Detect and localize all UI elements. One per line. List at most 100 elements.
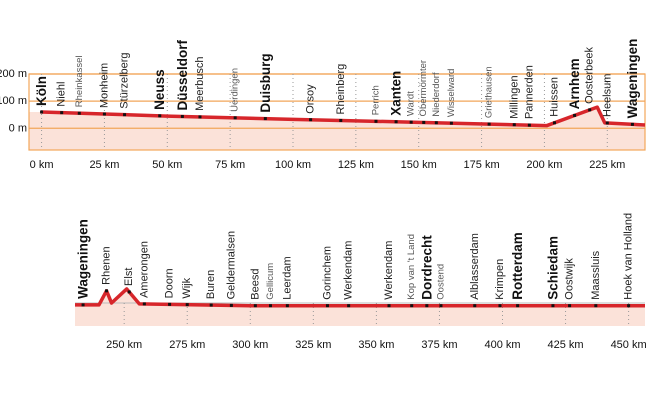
place-dot (605, 121, 609, 125)
place-dot (512, 123, 516, 127)
place-dot (422, 120, 426, 124)
place-label: Griethausen (484, 66, 495, 118)
place-label: Buren (205, 270, 217, 299)
place-dot (198, 115, 202, 119)
place-label: Orsoy (305, 84, 317, 114)
place-label: Werkendam (343, 241, 355, 300)
x-tick-label: 175 km (464, 159, 500, 171)
x-tick-label: 450 km (611, 339, 647, 351)
place-label: Niederdorf (431, 72, 442, 117)
place-dot (449, 121, 453, 125)
place-dot (77, 111, 81, 115)
place-label: Hoek van Holland (623, 213, 635, 300)
x-tick-label: 275 km (169, 339, 205, 351)
place-label: Xanten (389, 71, 404, 116)
place-label: Doorn (164, 268, 176, 298)
place-dot (40, 110, 44, 114)
place-dot (158, 114, 162, 118)
place-label: Stürzelberg (119, 52, 131, 108)
place-label: Heelsum (601, 74, 613, 117)
place-label: Arnhem (567, 58, 582, 109)
place-dot (551, 304, 555, 308)
place-label: Gellicum (265, 263, 276, 300)
place-dot (487, 122, 491, 126)
place-dot (630, 122, 634, 126)
place-dot (410, 304, 414, 308)
place-dot (594, 304, 598, 308)
place-dot (387, 304, 391, 308)
place-label: Maassluis (590, 250, 602, 299)
place-dot (394, 120, 398, 124)
place-dot (309, 118, 313, 122)
place-dot (527, 123, 531, 127)
place-dot (552, 121, 556, 125)
x-tick-label: 250 km (106, 339, 142, 351)
x-tick-label: 375 km (421, 339, 457, 351)
place-label: Monheim (98, 63, 110, 108)
place-dot (142, 302, 146, 306)
place-label: Elst (123, 268, 135, 286)
place-dot (127, 290, 131, 294)
place-label: Geldermalsen (225, 231, 237, 299)
place-label: Niehl (56, 82, 68, 107)
x-tick-label: 225 km (589, 159, 625, 171)
x-tick-label: 50 km (152, 159, 182, 171)
x-tick-label: 125 km (338, 159, 374, 171)
place-label: Huissen (548, 77, 560, 117)
place-label: Meerbusch (194, 56, 206, 110)
place-dot (425, 304, 429, 308)
place-dot (233, 116, 237, 120)
place-label: Oostend (435, 264, 446, 300)
place-dot (102, 112, 106, 116)
plot-frame (28, 73, 646, 151)
x-tick-label: 200 km (526, 159, 562, 171)
place-label: Obermörmter (418, 60, 429, 116)
x-tick-label: 75 km (215, 159, 245, 171)
place-label: Millingen (508, 75, 520, 118)
place-dot (263, 117, 267, 121)
x-tick-label: 325 km (295, 339, 331, 351)
place-label: Wijk (181, 277, 193, 298)
place-label: Rotterdam (510, 232, 525, 300)
x-tick-label: 300 km (232, 339, 268, 351)
place-label: Uerdingen (230, 68, 241, 112)
place-dot (516, 304, 520, 308)
place-label: Rheinkassel (74, 55, 85, 107)
place-dot (268, 304, 272, 308)
place-dot (573, 113, 577, 117)
place-label: Alblasserdam (469, 233, 481, 300)
place-label: Köln (34, 76, 49, 106)
place-label: Werkendam (383, 241, 395, 300)
x-tick-label: 0 km (30, 159, 54, 171)
place-label: Pannerden (523, 65, 535, 119)
place-dot (568, 304, 572, 308)
place-dot (168, 302, 172, 306)
place-label: Leerdam (281, 256, 293, 299)
place-dot (627, 304, 631, 308)
place-dot (339, 118, 343, 122)
place-dot (473, 304, 477, 308)
place-label: Kop van 't Land (406, 234, 417, 300)
x-tick-label: 350 km (358, 339, 394, 351)
place-label: Oostwijk (564, 258, 576, 300)
place-dot (347, 304, 351, 308)
place-label: Oosterbeek (584, 47, 596, 104)
place-dot (325, 304, 329, 308)
place-dot (105, 289, 109, 293)
x-tick-label: 25 km (89, 159, 119, 171)
place-label: Krimpen (494, 259, 506, 300)
elevation-line (41, 105, 646, 128)
place-label: Amerongen (138, 241, 150, 298)
x-tick-label: 150 km (401, 159, 437, 171)
y-tick-label: 100 m (0, 95, 27, 107)
place-dot (81, 303, 85, 307)
y-tick-label: 200 m (0, 68, 27, 80)
place-dot (285, 304, 289, 308)
place-label: Dordrecht (419, 235, 434, 300)
place-dot (253, 304, 257, 308)
place-dot (209, 303, 213, 307)
place-dot (498, 304, 502, 308)
place-label: Gorinchem (321, 246, 333, 300)
place-label: Neuss (152, 69, 167, 110)
